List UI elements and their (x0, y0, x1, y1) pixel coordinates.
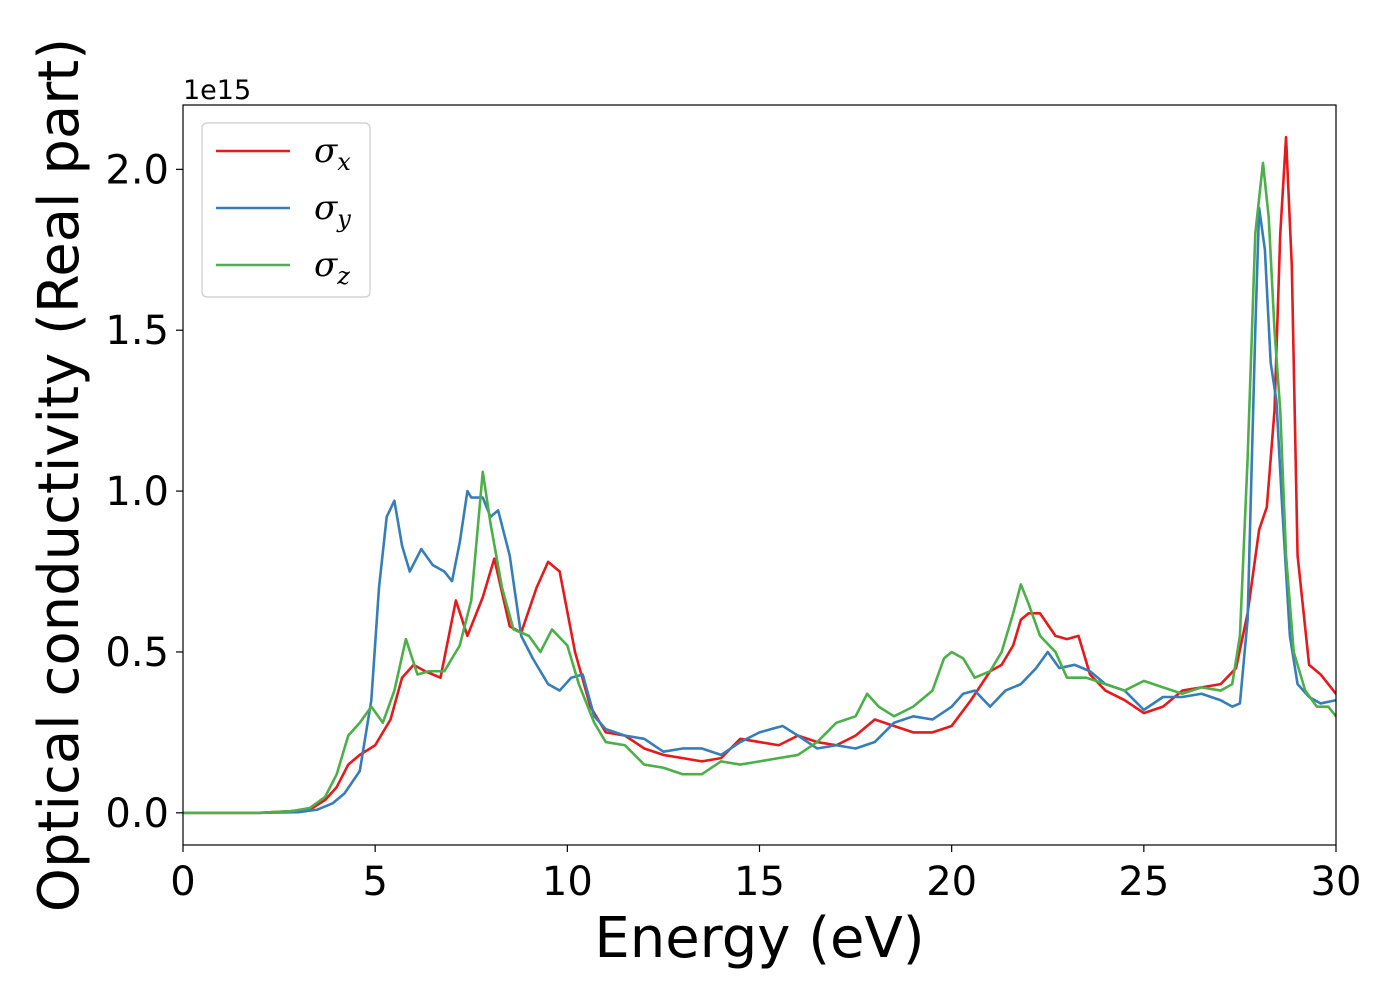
x-tick-label: 0 (170, 859, 195, 905)
x-axis-ticks: 0 5 10 15 20 25 30 (170, 845, 1361, 905)
y-offset-label: 1e15 (183, 75, 251, 106)
series-layer (183, 135, 1336, 815)
x-tick-label: 10 (542, 859, 593, 905)
x-tick-label: 15 (734, 859, 785, 905)
y-tick-label: 1.0 (105, 469, 169, 515)
y-tick-label: 0.5 (105, 630, 169, 676)
x-axis-label: Energy (eV) (594, 906, 924, 971)
y-tick-label: 1.5 (105, 308, 169, 354)
x-tick-label: 25 (1118, 859, 1169, 905)
series-line-sigma-z (183, 161, 1336, 815)
y-axis-ticks: 0.0 0.5 1.0 1.5 2.0 (105, 147, 183, 837)
y-tick-label: 0.0 (105, 791, 169, 837)
x-tick-label: 5 (362, 859, 387, 905)
legend-entry-sigma-x: σx (314, 131, 351, 176)
x-tick-label: 30 (1311, 859, 1362, 905)
y-axis-label: Optical conductivity (Real part) (27, 38, 92, 912)
legend-box (201, 122, 371, 298)
x-tick-label: 20 (926, 859, 977, 905)
y-tick-label: 2.0 (105, 147, 169, 193)
series-line-sigma-y (183, 206, 1336, 815)
